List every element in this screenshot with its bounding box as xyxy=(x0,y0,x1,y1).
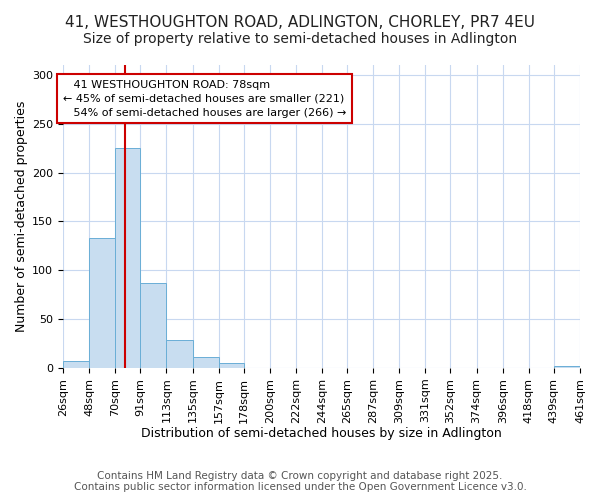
Text: Contains HM Land Registry data © Crown copyright and database right 2025.
Contai: Contains HM Land Registry data © Crown c… xyxy=(74,471,526,492)
Text: Size of property relative to semi-detached houses in Adlington: Size of property relative to semi-detach… xyxy=(83,32,517,46)
Bar xyxy=(89,238,115,368)
Bar xyxy=(219,363,244,368)
Y-axis label: Number of semi-detached properties: Number of semi-detached properties xyxy=(15,101,28,332)
Bar xyxy=(63,361,89,368)
Bar xyxy=(166,340,193,368)
Text: 41 WESTHOUGHTON ROAD: 78sqm
← 45% of semi-detached houses are smaller (221)
   5: 41 WESTHOUGHTON ROAD: 78sqm ← 45% of sem… xyxy=(63,80,346,118)
Bar xyxy=(115,148,140,368)
Text: 41, WESTHOUGHTON ROAD, ADLINGTON, CHORLEY, PR7 4EU: 41, WESTHOUGHTON ROAD, ADLINGTON, CHORLE… xyxy=(65,15,535,30)
Bar xyxy=(140,283,166,368)
X-axis label: Distribution of semi-detached houses by size in Adlington: Distribution of semi-detached houses by … xyxy=(141,427,502,440)
Bar xyxy=(193,357,219,368)
Bar xyxy=(554,366,580,368)
